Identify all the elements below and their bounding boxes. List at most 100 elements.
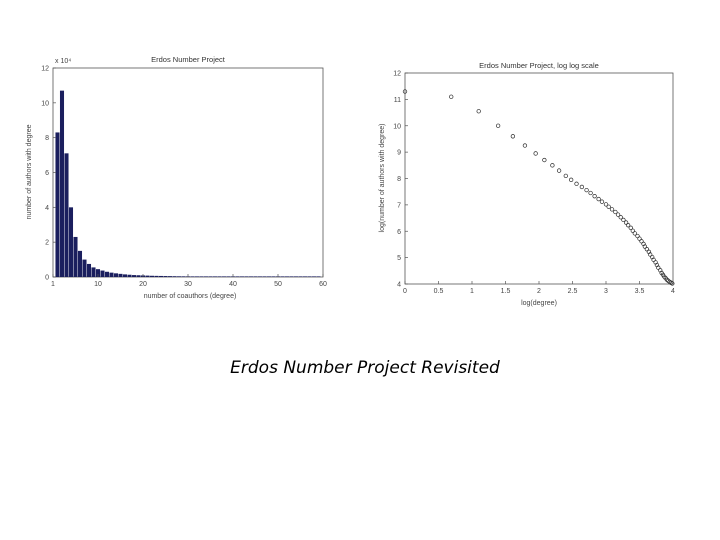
bar	[64, 153, 69, 277]
scatter-chart-y-tick-label: 6	[397, 229, 401, 236]
scatter-point	[639, 239, 644, 244]
scatter-point	[522, 143, 528, 148]
scatter-marks	[402, 89, 675, 286]
scatter-point	[569, 177, 574, 182]
bar-chart-y-tick-label: 6	[45, 170, 49, 177]
scatter-point	[495, 123, 501, 128]
scatter-point	[556, 168, 562, 173]
scatter-chart-x-tick-label: 0.5	[434, 288, 444, 295]
scatter-y-ticks: 4 5 6 7 8 9 10 11 12	[393, 71, 408, 289]
bar	[154, 275, 159, 277]
bar-chart-x-tick-label: 30	[184, 281, 192, 288]
scatter-point	[542, 157, 547, 163]
bar	[226, 276, 231, 277]
bar	[172, 276, 177, 277]
scatter-point	[609, 207, 615, 212]
bar-chart-ylabel: number of authors with degree	[26, 124, 33, 219]
bar	[95, 269, 101, 277]
bar	[86, 263, 92, 277]
bar	[235, 276, 240, 277]
scatter-point	[449, 94, 454, 99]
bar	[158, 275, 164, 277]
bar	[109, 272, 114, 277]
bar	[127, 274, 132, 277]
slide-caption: Erdos Number Project Revisited	[230, 358, 500, 378]
scatter-point	[656, 265, 661, 270]
bar	[59, 90, 65, 278]
scatter-chart-y-tick-label: 8	[397, 176, 401, 183]
bar	[253, 276, 258, 277]
scatter-point	[476, 109, 481, 114]
bar-chart-x-tick-label: 60	[319, 281, 327, 288]
scatter-chart-x-tick-label: 2	[537, 288, 541, 295]
bar-chart: Erdos Number Project x 10⁴ number of coa…	[26, 55, 327, 300]
scatter-point	[579, 184, 585, 190]
scatter-chart-y-tick-label: 9	[397, 150, 401, 157]
bar	[221, 276, 227, 277]
scatter-chart-y-tick-label: 10	[393, 123, 401, 130]
scatter-point	[613, 209, 618, 215]
bar	[203, 276, 209, 277]
scatter-point	[510, 134, 516, 139]
bar	[145, 275, 150, 277]
scatter-chart-x-tick-label: 4	[671, 288, 675, 295]
bar	[149, 275, 155, 277]
scatter-point	[533, 151, 538, 156]
bar-chart-x-tick-label: 10	[94, 281, 102, 288]
scatter-chart-x-tick-label: 3	[604, 288, 608, 295]
bar	[176, 276, 182, 277]
bar	[190, 276, 195, 277]
bar-chart-y-tick-label: 10	[41, 100, 49, 107]
scatter-chart-x-tick-label: 2.5	[568, 288, 578, 295]
bar	[167, 276, 173, 277]
bar	[244, 276, 249, 277]
scatter-point	[637, 236, 642, 241]
bar	[199, 276, 204, 277]
bar-chart-x-tick-label: 20	[139, 281, 147, 288]
scatter-chart-y-tick-label: 5	[397, 255, 401, 262]
bar-chart-xlabel: number of coauthors (degree)	[144, 293, 237, 300]
bar-chart-y-tick-label: 8	[45, 135, 49, 142]
bar	[257, 276, 263, 277]
scatter-point	[563, 173, 568, 179]
scatter-point	[644, 247, 650, 252]
bar	[208, 276, 213, 277]
bar	[217, 276, 222, 277]
bar	[311, 276, 317, 277]
scatter-point	[630, 228, 635, 233]
scatter-point	[625, 223, 631, 228]
scatter-point	[574, 181, 579, 186]
bar-x-ticks: 1 10 20 30 40 50 60	[51, 274, 327, 288]
bar	[118, 273, 123, 277]
scatter-point	[596, 196, 601, 202]
bar	[104, 271, 110, 277]
bar	[266, 276, 272, 277]
bar-y-ticks: 0 2 4 6 8 10 12	[41, 66, 56, 282]
scatter-point	[635, 233, 640, 239]
bar	[77, 250, 83, 277]
scatter-point	[588, 190, 593, 196]
bar	[212, 276, 218, 277]
scatter-chart-title: Erdos Number Project, log log scale	[479, 61, 599, 70]
bar	[113, 273, 119, 277]
scatter-point	[402, 89, 408, 94]
bar	[73, 236, 78, 277]
scatter-x-ticks: 0 0.5 1 1.5 2 2.5 3 3.5 4	[403, 281, 675, 295]
scatter-chart-y-tick-label: 4	[397, 282, 401, 289]
scatter-chart-y-tick-label: 7	[397, 202, 401, 209]
bar	[100, 270, 105, 277]
scatter-chart-xlabel: log(degree)	[521, 300, 557, 307]
scatter-point	[628, 225, 633, 230]
scatter-point	[623, 220, 629, 225]
scatter-chart-x-tick-label: 0	[403, 288, 407, 295]
bar	[280, 276, 285, 277]
scatter-point	[632, 231, 637, 236]
bar-chart-y-tick-label: 4	[45, 205, 49, 212]
bar	[122, 274, 128, 277]
scatter-point	[618, 215, 623, 220]
bar	[302, 276, 308, 277]
bar	[131, 275, 137, 277]
bar-chart-x-tick-label: 50	[274, 281, 282, 288]
bar-marks	[55, 90, 321, 278]
scatter-point	[584, 187, 589, 193]
